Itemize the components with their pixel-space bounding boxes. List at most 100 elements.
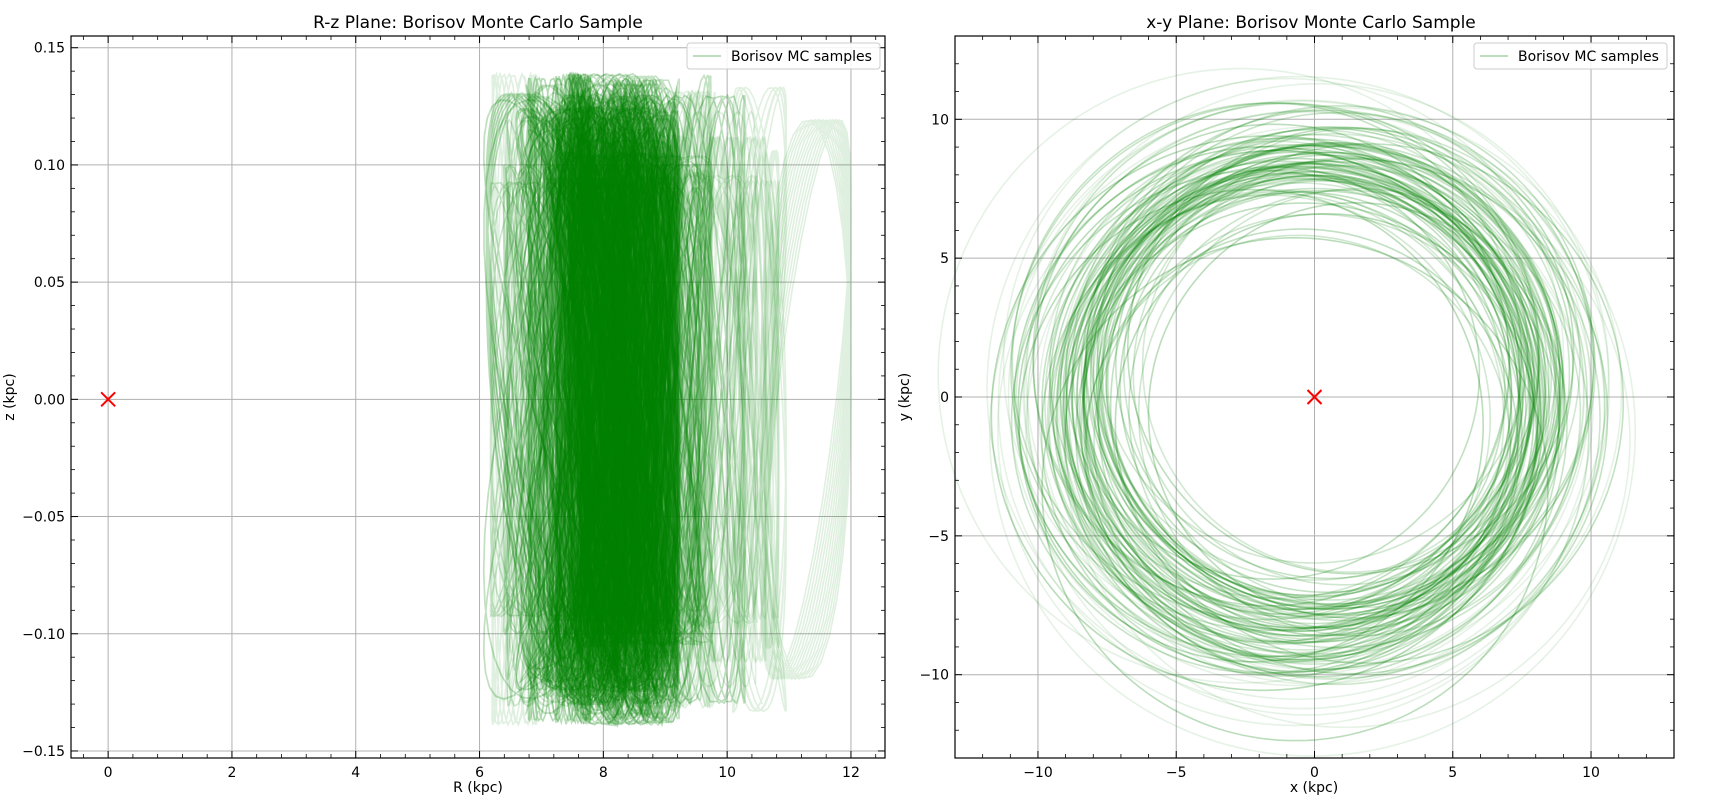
trajectory-line [1075, 190, 1560, 678]
origin-marker-stroke [1306, 389, 1323, 405]
x-tick-label: 4 [351, 765, 360, 781]
trajectory-line [656, 185, 707, 614]
trajectory-line [1061, 182, 1542, 664]
trajectory-line [986, 75, 1611, 701]
trajectory-line [1063, 158, 1631, 729]
trajectory-line [482, 98, 614, 700]
x-tick-label: −5 [1166, 765, 1187, 781]
trajectory-line [1105, 174, 1525, 597]
xy-origin-marker [1306, 389, 1323, 405]
trajectory-line [997, 137, 1590, 727]
trajectory-line [586, 104, 658, 696]
trajectory-line [630, 165, 676, 633]
trajectory-line [1032, 102, 1540, 611]
trajectory-line [1082, 161, 1521, 601]
trajectory-line [638, 150, 674, 648]
trajectory-line [599, 119, 654, 681]
trajectory-line [1082, 163, 1546, 629]
x-tick-label: 6 [475, 765, 484, 781]
trajectory-line [1093, 213, 1539, 665]
trajectory-line [554, 136, 634, 663]
trajectory-line [612, 180, 676, 618]
trajectory-line [598, 163, 668, 636]
trajectory-line [545, 109, 680, 691]
trajectory-line [760, 118, 852, 681]
xy-plot-frame [954, 35, 1675, 759]
trajectory-line [1057, 107, 1623, 679]
trajectory-line [622, 74, 679, 724]
trajectory-line [1089, 163, 1521, 596]
trajectory-line [1085, 141, 1588, 649]
trajectory-line [1085, 105, 1595, 616]
trajectory-line [611, 113, 681, 685]
trajectory-line [524, 84, 646, 716]
trajectory-line [1096, 133, 1529, 564]
trajectory-line [1063, 153, 1561, 655]
trajectory-line [591, 107, 639, 692]
trajectory-line [542, 100, 676, 700]
rz-trajectories [482, 70, 852, 729]
y-tick-label: 0.00 [34, 392, 65, 408]
trajectory-line [738, 177, 780, 622]
trajectory-line [573, 153, 683, 646]
trajectory-line [551, 115, 672, 683]
trajectory-line [1071, 175, 1523, 629]
trajectory-line [1026, 149, 1530, 661]
trajectory-line [527, 128, 653, 670]
trajectory-line [520, 95, 663, 705]
trajectory-line [1015, 140, 1533, 664]
trajectory-line [1013, 145, 1520, 658]
trajectory-line [577, 97, 702, 702]
trajectory-line [579, 153, 621, 644]
trajectory-line [547, 177, 658, 622]
trajectory-line [560, 104, 668, 695]
trajectory-line [1017, 149, 1535, 674]
trajectory-line [556, 139, 679, 660]
trajectory-line [1032, 123, 1510, 607]
trajectory-line [1048, 144, 1536, 631]
trajectory-line [1122, 127, 1596, 609]
trajectory-line [1071, 144, 1565, 643]
trajectory-line [1037, 126, 1594, 685]
x-tick-label: 8 [599, 765, 608, 781]
trajectory-line [1064, 202, 1538, 673]
x-tick-label: −10 [1023, 765, 1053, 781]
trajectory-line [1065, 173, 1527, 637]
trajectory-line [661, 110, 757, 690]
trajectory-line [997, 100, 1606, 710]
trajectory-line [1041, 237, 1549, 742]
trajectory-line [529, 105, 665, 692]
trajectory-line [505, 118, 610, 682]
trajectory-line [1080, 127, 1571, 619]
trajectory-line [502, 163, 642, 637]
trajectory-line [1115, 151, 1540, 580]
y-tick-label: 0.15 [34, 41, 65, 57]
trajectory-line [1010, 102, 1540, 632]
trajectory-line [1046, 194, 1491, 644]
rz-chart-title: R-z Plane: Borisov Monte Carlo Sample [313, 13, 643, 33]
trajectory-line [1084, 111, 1594, 622]
trajectory-line [731, 86, 788, 715]
y-tick-label: 0.05 [34, 275, 65, 291]
trajectory-line [1068, 178, 1539, 651]
trajectory-line [1101, 160, 1547, 609]
trajectory-line [1065, 145, 1601, 686]
trajectory-line [515, 107, 659, 691]
trajectory-line [1056, 189, 1505, 645]
trajectory-line [1051, 147, 1541, 644]
trajectory-line [651, 171, 744, 627]
trajectory-line [571, 84, 678, 713]
trajectory-line [1137, 187, 1582, 637]
trajectory-line [764, 147, 780, 650]
trajectory-line [1132, 164, 1553, 586]
trajectory-line [533, 105, 650, 693]
trajectory-line [558, 151, 673, 649]
trajectory-line [584, 138, 671, 661]
trajectory-line [1025, 151, 1590, 716]
trajectory-line [612, 77, 659, 722]
trajectory-line [1065, 166, 1481, 580]
trajectory-line [584, 158, 659, 640]
trajectory-line [605, 168, 658, 630]
trajectory-line [1109, 143, 1624, 664]
trajectory-line [576, 76, 681, 722]
